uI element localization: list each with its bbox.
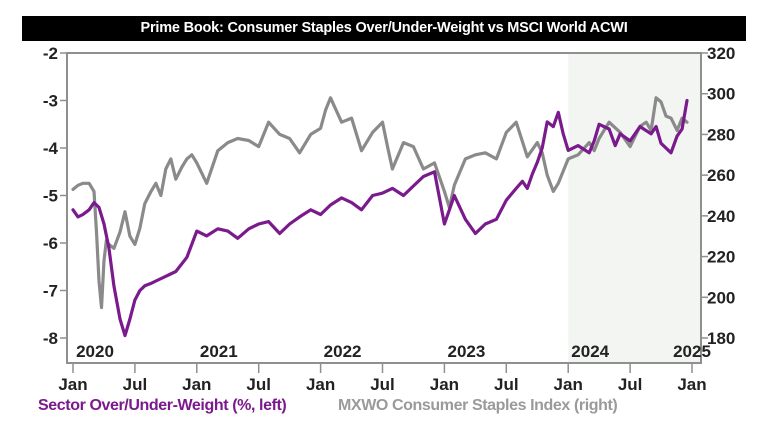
left-tick-label: -3 (43, 92, 58, 111)
left-tick-label: -8 (43, 329, 58, 348)
x-tick-label: Jan (430, 375, 459, 394)
year-label: 2023 (447, 342, 485, 361)
year-label: 2024 (571, 342, 609, 361)
right-axis: 320 300 280 260 240 220 200 180 (701, 44, 735, 348)
plot-frame (66, 52, 702, 364)
year-label: 2025 (673, 342, 711, 361)
left-tick-label: -4 (43, 139, 59, 158)
right-tick-label: 200 (707, 288, 735, 307)
legend-left-series: Sector Over/Under-Weight (%, left) (38, 397, 287, 414)
x-tick-label: Jul (494, 375, 519, 394)
x-tick-label: Jul (618, 375, 643, 394)
x-tick-label: Jan (554, 375, 583, 394)
x-tick-label: Jan (306, 375, 335, 394)
x-tick-label: Jan (182, 375, 211, 394)
shaded-region (568, 53, 701, 363)
right-tick-label: 280 (707, 125, 735, 144)
year-label: 2020 (76, 342, 114, 361)
chart-title: Prime Book: Consumer Staples Over/Under-… (22, 16, 746, 41)
series-line-sector-weight (71, 98, 689, 338)
left-axis: -2 -3 -4 -5 -6 -7 -8 (43, 44, 67, 348)
right-tick-label: 300 (707, 85, 735, 104)
series-line-mxwo-index (71, 96, 689, 310)
x-tick-label: Jul (370, 375, 395, 394)
right-tick-label: 220 (707, 248, 735, 267)
left-tick-label: -6 (43, 234, 58, 253)
x-tick-label: Jan (58, 375, 87, 394)
series-layer (71, 96, 689, 338)
legend-right-series: MXWO Consumer Staples Index (right) (338, 397, 618, 414)
x-axis: Jan Jul Jan Jul Jan Jul Jan Jul Jan Jul Jan 2020 202… (58, 342, 711, 394)
left-tick-label: -5 (43, 187, 58, 206)
x-tick-label: Jan (677, 375, 706, 394)
right-tick-label: 240 (707, 207, 735, 226)
x-tick-label: Jul (123, 375, 148, 394)
year-label: 2022 (324, 342, 362, 361)
year-label: 2021 (200, 342, 238, 361)
x-tick-label: Jul (246, 375, 271, 394)
right-tick-label: 260 (707, 166, 735, 185)
left-tick-label: -7 (43, 282, 58, 301)
right-tick-label: 320 (707, 44, 735, 63)
right-tick-label: 180 (707, 329, 735, 348)
left-tick-label: -2 (43, 44, 58, 63)
